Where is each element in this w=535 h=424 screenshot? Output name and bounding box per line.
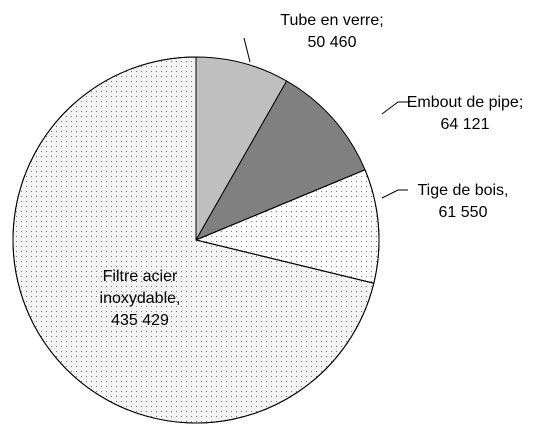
value-label: 435 429 xyxy=(111,312,169,329)
data-label: Tube en verre; 50 460 xyxy=(262,10,402,54)
leader-line xyxy=(243,37,251,63)
category-label: Tube en verre; xyxy=(280,12,384,29)
pie-slice xyxy=(195,56,288,242)
category-label: Embout de pipe; xyxy=(406,94,524,111)
data-label: Tige de bois, 61 550 xyxy=(398,180,528,224)
pie-slice xyxy=(194,80,366,242)
slice-pattern xyxy=(12,56,375,424)
value-label: 61 550 xyxy=(438,204,488,221)
category-label: Filtre acier inoxydable, xyxy=(99,268,181,307)
leader-line xyxy=(381,101,410,115)
value-label: 64 121 xyxy=(440,116,490,133)
leader-line xyxy=(381,189,408,199)
data-label: Filtre acier inoxydable, 435 429 xyxy=(70,266,210,332)
category-label: Tige de bois, xyxy=(417,182,509,199)
value-label: 50 460 xyxy=(307,34,357,51)
data-label: Embout de pipe; 64 121 xyxy=(400,92,530,136)
slice-pattern xyxy=(194,169,380,284)
